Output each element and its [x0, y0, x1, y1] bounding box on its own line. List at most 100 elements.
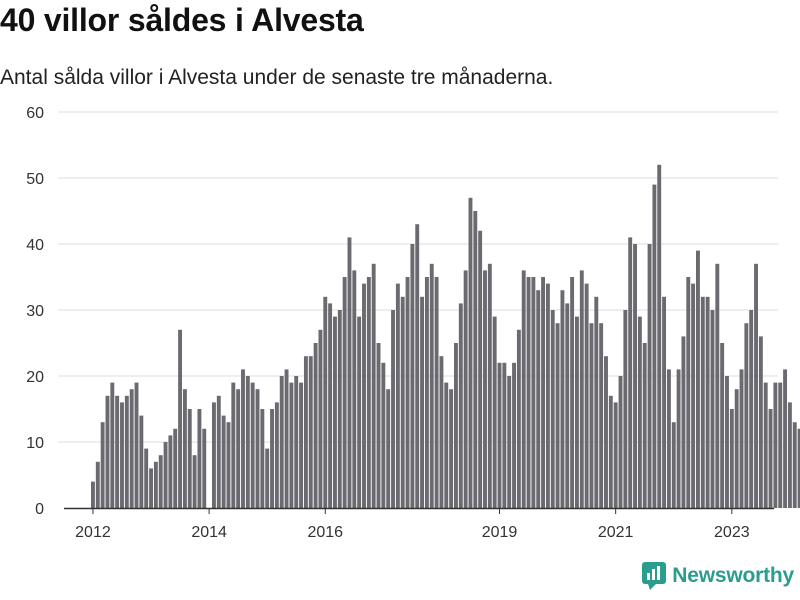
bar — [516, 329, 521, 508]
y-tick-label: 30 — [26, 303, 44, 320]
bar — [265, 448, 270, 508]
y-tick-label: 20 — [26, 369, 44, 386]
bar — [337, 310, 342, 508]
bar — [415, 224, 420, 508]
bar — [729, 409, 734, 508]
bar — [739, 369, 744, 508]
bar — [487, 263, 492, 508]
bar — [734, 389, 739, 508]
bar — [749, 310, 754, 508]
bar — [115, 395, 120, 508]
bar — [744, 323, 749, 508]
bar — [279, 376, 284, 508]
y-tick-label: 40 — [26, 237, 44, 254]
bar — [347, 237, 352, 508]
newsworthy-logo-icon — [642, 562, 667, 590]
bar — [284, 369, 289, 508]
bar — [458, 303, 463, 508]
bar — [168, 435, 173, 508]
bar — [449, 389, 454, 508]
bar — [342, 277, 347, 508]
bar — [318, 329, 323, 508]
bar — [550, 310, 555, 508]
bar — [473, 211, 478, 508]
bar — [754, 263, 758, 508]
bar — [662, 296, 667, 508]
newsworthy-brand[interactable]: Newsworthy — [642, 562, 794, 590]
bar — [700, 296, 705, 508]
x-tick-label: 2021 — [598, 524, 634, 541]
bar — [604, 356, 608, 508]
axes: 0102030405060402012201420162019202120232… — [26, 105, 774, 541]
bar — [676, 369, 681, 508]
bar — [405, 277, 410, 508]
bar — [105, 395, 110, 508]
bar — [274, 402, 279, 508]
bar — [681, 336, 686, 508]
bar — [507, 376, 512, 508]
bar — [541, 277, 546, 508]
bar — [91, 481, 95, 508]
bar — [410, 244, 415, 508]
bar — [313, 343, 318, 508]
bar — [231, 382, 236, 508]
bar — [197, 409, 202, 508]
bar — [299, 382, 304, 508]
x-tick-label: 2012 — [75, 524, 111, 541]
bar — [424, 277, 429, 508]
bar — [139, 415, 144, 508]
x-tick-label: 2014 — [191, 524, 227, 541]
bar — [444, 382, 449, 508]
bar — [216, 395, 221, 508]
bar — [613, 402, 618, 508]
y-tick-label: 60 — [26, 105, 44, 122]
bar — [512, 362, 516, 508]
chart-subtitle: Antal sålda villor i Alvesta under de se… — [0, 66, 554, 89]
bar — [773, 382, 778, 508]
bar — [720, 343, 725, 508]
chart-title: 40 villor såldes i Alvesta — [0, 2, 364, 38]
bar — [182, 389, 187, 508]
bar — [536, 290, 541, 508]
bar — [715, 263, 720, 508]
bar — [758, 336, 763, 508]
bar — [671, 422, 676, 508]
bar — [221, 415, 226, 508]
bar — [502, 362, 507, 508]
bar — [192, 455, 197, 508]
bar — [633, 244, 637, 508]
bar — [570, 277, 575, 508]
bar — [618, 376, 623, 508]
bar — [628, 237, 633, 508]
bar — [153, 461, 158, 508]
y-tick-label: 10 — [26, 435, 44, 452]
bar — [386, 389, 391, 508]
brand-name: Newsworthy — [672, 564, 794, 587]
bar — [545, 283, 550, 508]
bar — [526, 277, 531, 508]
bar — [584, 283, 589, 508]
bar — [352, 270, 357, 508]
bar — [725, 376, 729, 508]
bar — [468, 197, 473, 509]
bar — [400, 296, 405, 508]
bar — [270, 409, 274, 508]
bar — [129, 389, 134, 508]
bar — [308, 356, 313, 508]
bar — [768, 409, 773, 508]
bar — [454, 343, 458, 508]
bar — [100, 422, 105, 508]
bar — [120, 402, 124, 508]
bar — [434, 277, 439, 508]
bar — [594, 296, 599, 508]
bar — [124, 395, 129, 508]
bar — [555, 323, 560, 508]
bar — [589, 323, 594, 508]
bar — [149, 468, 153, 508]
bar — [787, 402, 792, 508]
bar — [303, 356, 308, 508]
x-tick-label: 2019 — [482, 524, 518, 541]
bar — [420, 296, 425, 508]
bar — [666, 369, 671, 508]
